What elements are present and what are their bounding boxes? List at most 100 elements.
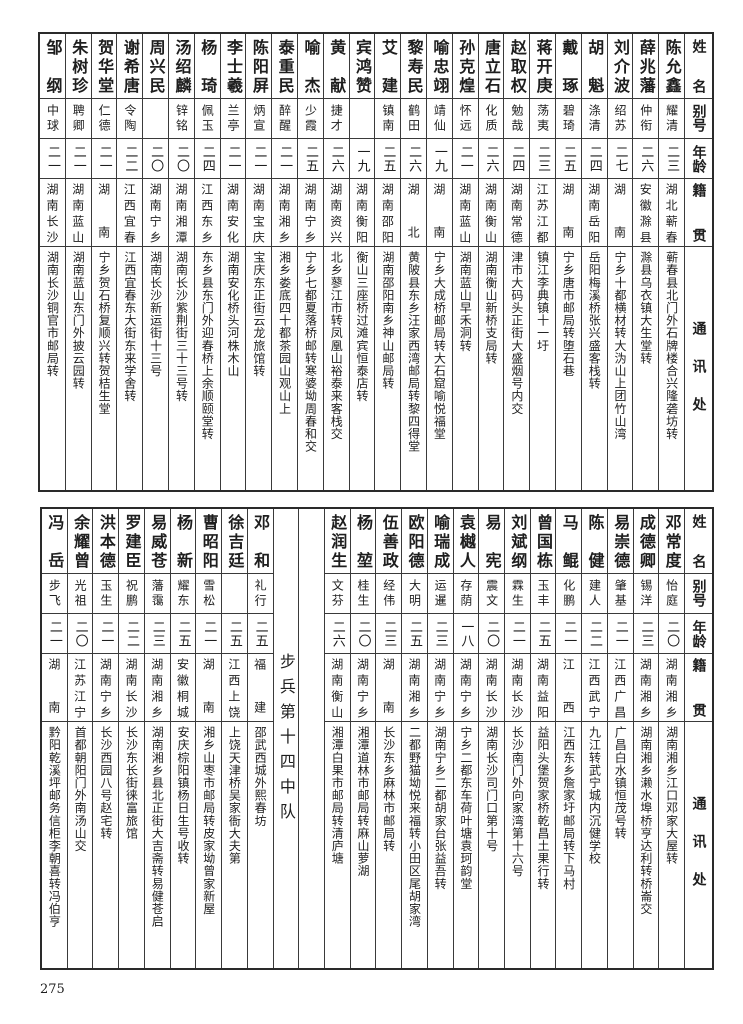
origin-cell: 湖南 [91, 179, 117, 247]
origin-cell: 湖南 [607, 179, 633, 247]
person-origin: 湖南岳阳 [586, 183, 601, 247]
age-cell: 二一 [452, 139, 478, 179]
person-origin: 湖南常德 [509, 183, 524, 247]
person-column: 赵取权 勉哉 二四 湖南常德 津市大码头正街大盛烟号内交 [503, 34, 530, 490]
alias-cell: 玉丰 [530, 574, 556, 614]
person-origin: 湖南宝庆 [251, 183, 266, 247]
address-cell: 北乡蓼江市转凤凰山裕泰来客栈交 [324, 247, 349, 490]
alias-cell: 锌铭 [169, 99, 194, 139]
address-cell: 宁乡十都横材转大沩山上团竹山湾 [608, 247, 633, 490]
age-cell: 二一 [246, 139, 272, 179]
origin-cell: 湖南长沙 [504, 654, 530, 722]
age-cell: 二五 [247, 614, 273, 654]
name-cell: 朱树珍 [65, 34, 91, 99]
header-cell-name: 姓名 [685, 509, 712, 574]
person-address: 湖南湘乡濑水埠桥亨达利转桥崙交 [638, 726, 653, 915]
person-address: 广昌白水镇恒茂号转 [613, 726, 628, 840]
address-cell: 湘乡山枣市邮局转皮家坳曾家新屋 [196, 722, 221, 968]
age-cell: 二〇 [169, 139, 194, 179]
empty-column [298, 509, 324, 968]
person-address: 北乡蓼江市转凤凰山裕泰来客栈交 [329, 251, 344, 440]
alias-cell: 经伟 [376, 574, 402, 614]
address-cell: 江西东乡詹家圩邮局转下马村 [556, 722, 581, 968]
unit-label: 步兵第十四中队 [276, 653, 296, 828]
person-alias: 镇南 [380, 104, 395, 134]
name-cell: 徐吉廷 [222, 509, 247, 574]
address-cell: 湘潭白果市邮局转清庐塘 [325, 722, 350, 968]
person-age: 二一 [251, 144, 267, 173]
alias-cell: 文芬 [324, 574, 350, 614]
header-column: 姓名 别号 年龄 籍贯 通讯处 [684, 509, 712, 968]
address-cell: 长沙东乡麻林市邮局转 [376, 722, 401, 968]
age-cell: 二一 [93, 614, 119, 654]
person-age: 二六 [638, 144, 654, 173]
person-origin: 湖南湘乡 [664, 658, 679, 722]
person-address: 镇江李典镇十一圩 [535, 251, 550, 352]
origin-cell: 湖南蓝山 [452, 179, 478, 247]
origin-cell: 江西宜春 [117, 179, 143, 247]
address-cell: 宁乡七都夏落桥邮转寒婆坳周春和交 [298, 247, 323, 490]
address-cell: 广昌白水镇恒茂号转 [608, 722, 633, 968]
alias-cell: 存荫 [453, 574, 479, 614]
person-alias: 运暹 [433, 579, 448, 609]
person-origin: 湖南安化 [225, 183, 240, 247]
age-cell: 二四 [581, 139, 607, 179]
origin-cell: 江西上饶 [222, 654, 247, 722]
person-age: 二一 [277, 144, 293, 173]
header-label-alias: 别号 [690, 104, 707, 132]
person-address: 东乡县东门外迎春桥上余顺颐堂转 [200, 251, 215, 440]
person-origin: 江苏江宁 [72, 658, 87, 722]
person-alias: 文芬 [330, 579, 345, 609]
person-alias: 大明 [407, 579, 422, 609]
alias-cell: 炳宣 [246, 99, 272, 139]
person-origin: 湖南益阳 [535, 658, 550, 722]
alias-cell: 中球 [40, 99, 65, 139]
person-column: 唐立石 化质 二六 湖南衡山 湖南衡山新桥支局转 [477, 34, 504, 490]
origin-cell: 江西东乡 [194, 179, 220, 247]
person-name: 刘介波 [611, 39, 630, 93]
origin-cell: 湖南长沙 [479, 654, 504, 722]
person-column: 黎寿民 鹤田 二六 湖北 黄陂县东乡汪家西湾邮局转黎四得堂 [400, 34, 427, 490]
name-cell: 周兴民 [143, 34, 169, 99]
person-age: 二三 [381, 619, 397, 648]
person-column: 陈阳屏 炳宣 二一 湖南宝庆 宝庆东正街云龙旅馆转 [245, 34, 272, 490]
person-alias: 碧琦 [561, 104, 576, 134]
header-cell-age: 年龄 [685, 139, 712, 179]
person-age: 二五 [380, 144, 396, 173]
person-age: 二五 [560, 144, 576, 173]
person-name: 易宪 [482, 514, 502, 568]
person-age: 二一 [457, 144, 473, 173]
person-alias: 醉醒 [277, 104, 292, 134]
person-origin: 安徽桐城 [175, 658, 190, 722]
age-cell: 二二 [119, 614, 144, 654]
empty-cell [299, 509, 324, 968]
age-cell: 二〇 [659, 614, 684, 654]
person-alias: 绍苏 [613, 104, 627, 134]
person-origin: 湖南宁乡 [432, 658, 447, 722]
person-address: 益阳头堡贺家桥乾昌土果行转 [536, 726, 551, 890]
person-column: 贺华堂 仁德 二一 湖南 宁乡贺石桥复顺兴转贺桔生堂 [90, 34, 117, 490]
origin-cell: 湖南蓝山 [65, 179, 91, 247]
person-name: 伍善政 [379, 514, 399, 568]
person-address: 湖南长沙紫荆街三十三号转 [174, 251, 189, 403]
person-address: 江西宜春东大街东来学舍转 [122, 251, 137, 403]
name-cell: 邹纲 [40, 34, 65, 99]
person-column: 杨琦 佩玉 二四 江西东乡 东乡县东门外迎春桥上余顺颐堂转 [193, 34, 220, 490]
person-alias: 炳宣 [251, 104, 266, 134]
name-cell: 泰重民 [272, 34, 298, 99]
origin-cell: 江西武宁 [582, 654, 607, 722]
person-alias: 肇基 [613, 579, 628, 609]
alias-cell: 靖仙 [427, 99, 452, 139]
name-cell: 罗建臣 [119, 509, 144, 574]
person-age: 二一 [561, 619, 577, 648]
person-name: 杨新 [173, 514, 193, 568]
name-cell: 成德卿 [633, 509, 659, 574]
person-age: 二三 [535, 144, 551, 173]
name-cell: 余耀曾 [67, 509, 93, 574]
person-alias: 玉丰 [536, 579, 551, 609]
person-alias: 怡庭 [664, 579, 679, 609]
person-name: 易崇德 [611, 514, 631, 568]
origin-cell: 安徽滁县 [633, 179, 659, 247]
alias-cell: 涤清 [581, 99, 607, 139]
person-origin: 福建 [252, 658, 267, 717]
